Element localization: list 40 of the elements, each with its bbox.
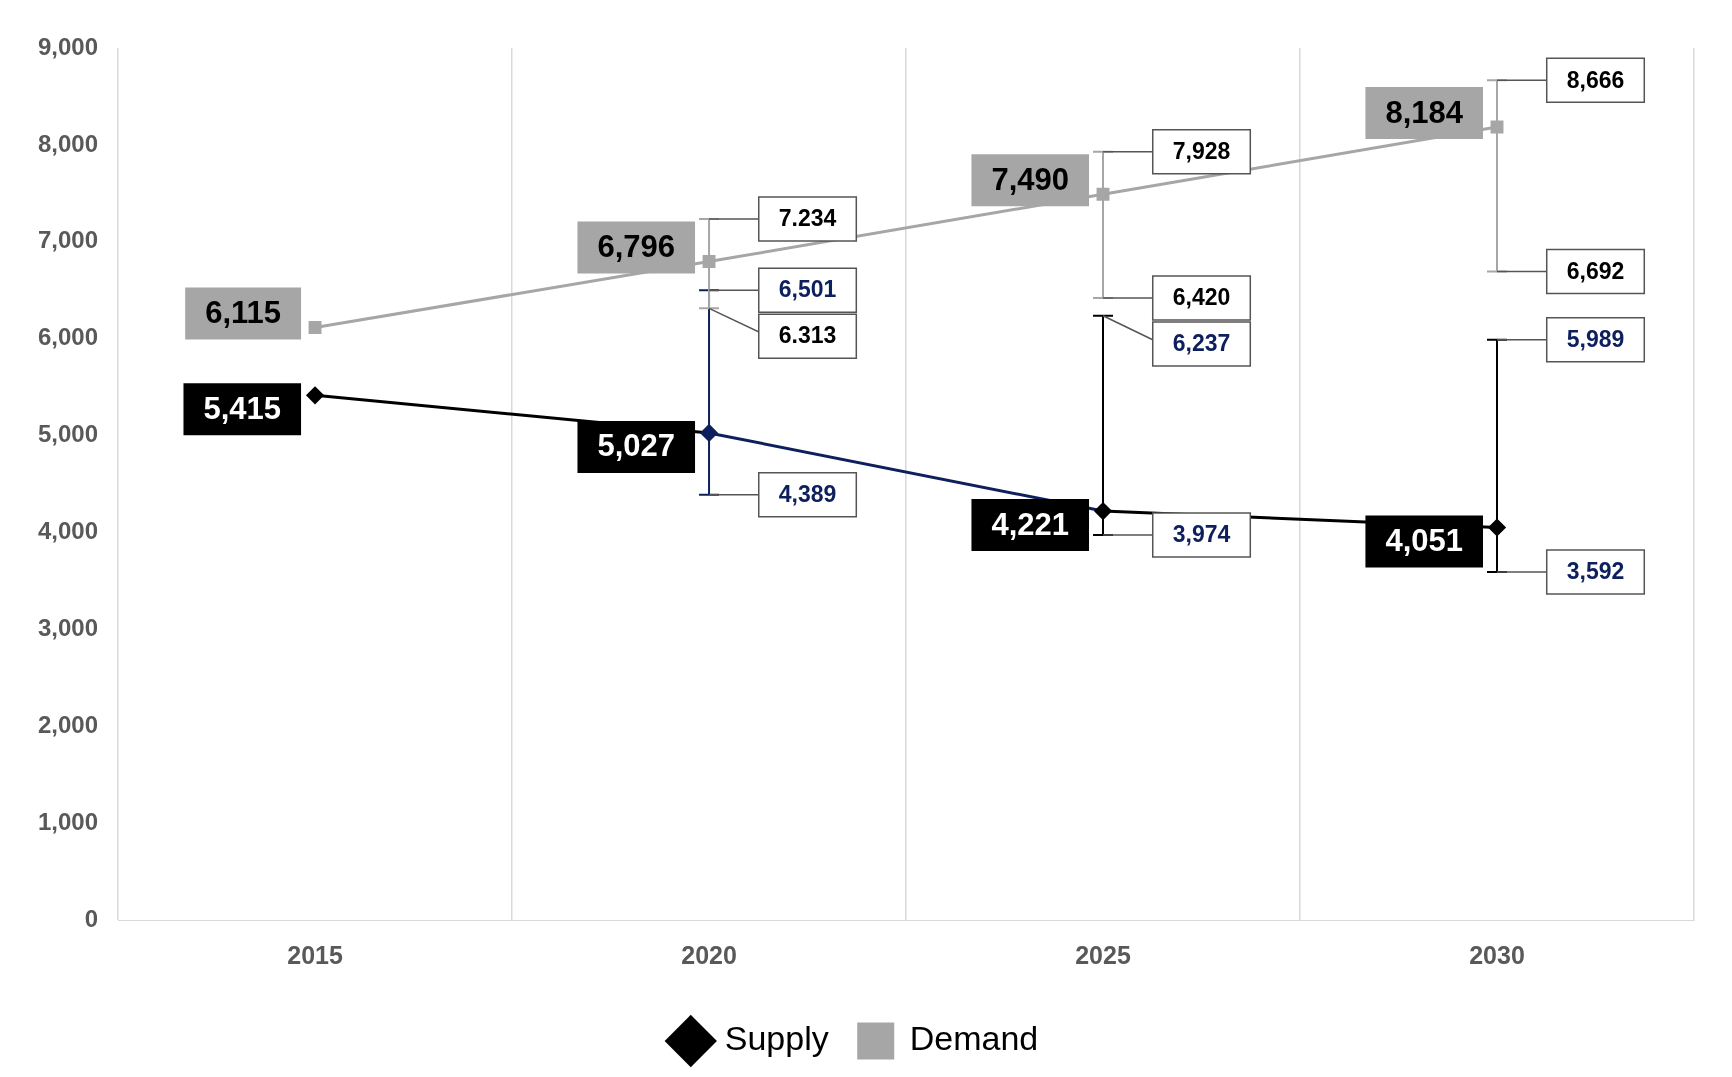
- data-label: 8,184: [1385, 94, 1464, 130]
- y-tick-label: 7,000: [38, 226, 99, 254]
- y-tick-label: 3,000: [38, 613, 99, 641]
- y-tick-label: 6,000: [38, 323, 99, 351]
- data-label: 5,415: [203, 390, 282, 426]
- data-label: 4,051: [1385, 523, 1464, 559]
- annotation: 6,420: [1172, 284, 1231, 311]
- legend-label: Demand: [909, 1019, 1039, 1058]
- y-tick-label: 8,000: [38, 129, 99, 157]
- x-tick-label: 2020: [681, 940, 737, 969]
- data-label: 7,490: [991, 161, 1070, 197]
- legend-label: Supply: [724, 1019, 829, 1058]
- y-tick-label: 2,000: [38, 710, 99, 738]
- data-label: 5,027: [597, 428, 676, 464]
- annotation: 8,666: [1566, 66, 1625, 93]
- annotation: 6.313: [778, 322, 837, 349]
- y-tick-label: 0: [84, 904, 99, 932]
- y-tick-label: 4,000: [38, 517, 99, 545]
- y-tick-label: 9,000: [38, 32, 99, 60]
- annotation: 7,928: [1172, 138, 1231, 165]
- annotation: 4,389: [778, 481, 837, 508]
- y-tick-label: 5,000: [38, 420, 99, 448]
- annotation: 3,974: [1172, 521, 1231, 548]
- point: [308, 321, 322, 334]
- annotation: 6,692: [1566, 257, 1625, 284]
- y-tick-label: 1,000: [38, 807, 99, 835]
- data-label: 4,221: [991, 506, 1070, 542]
- annotation: 6,501: [778, 276, 837, 303]
- data-label: 6,796: [597, 229, 676, 265]
- point: [700, 424, 718, 442]
- annotation: 7.234: [778, 205, 837, 232]
- annotation: 3,592: [1566, 558, 1625, 585]
- annotation: 5,989: [1566, 326, 1625, 353]
- data-label: 6,115: [205, 295, 282, 331]
- x-tick-label: 2030: [1469, 940, 1525, 969]
- x-tick-label: 2025: [1075, 940, 1131, 969]
- x-tick-label: 2015: [287, 940, 343, 969]
- point: [306, 386, 324, 404]
- point: [1094, 502, 1112, 520]
- annotation: 6,237: [1172, 330, 1231, 357]
